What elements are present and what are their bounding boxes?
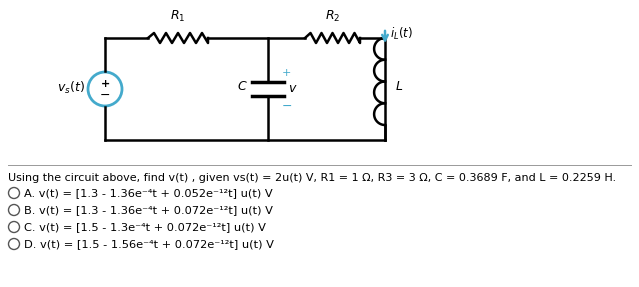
Text: $R_1$: $R_1$ [170,9,186,24]
Text: B. v(t) = [1.3 - 1.36e⁻⁴t + 0.072e⁻¹²t] u(t) V: B. v(t) = [1.3 - 1.36e⁻⁴t + 0.072e⁻¹²t] … [24,205,273,215]
Text: +: + [100,79,110,89]
Text: $i_L(t)$: $i_L(t)$ [390,26,413,42]
Text: $C$: $C$ [237,80,248,94]
Text: −: − [100,88,111,102]
Text: +: + [282,68,291,78]
Text: −: − [282,100,293,113]
Text: A. v(t) = [1.3 - 1.36e⁻⁴t + 0.052e⁻¹²t] u(t) V: A. v(t) = [1.3 - 1.36e⁻⁴t + 0.052e⁻¹²t] … [24,188,273,198]
Text: $v_s(t)$: $v_s(t)$ [57,80,85,96]
Text: $R_2$: $R_2$ [325,9,340,24]
Text: $v$: $v$ [288,82,298,96]
Text: D. v(t) = [1.5 - 1.56e⁻⁴t + 0.072e⁻¹²t] u(t) V: D. v(t) = [1.5 - 1.56e⁻⁴t + 0.072e⁻¹²t] … [24,239,274,249]
Text: Using the circuit above, find v(t) , given vs(t) = 2u(t) V, R1 = 1 Ω, R3 = 3 Ω, : Using the circuit above, find v(t) , giv… [8,173,616,183]
Text: C. v(t) = [1.5 - 1.3e⁻⁴t + 0.072e⁻¹²t] u(t) V: C. v(t) = [1.5 - 1.3e⁻⁴t + 0.072e⁻¹²t] u… [24,222,266,232]
Text: $L$: $L$ [395,80,403,93]
